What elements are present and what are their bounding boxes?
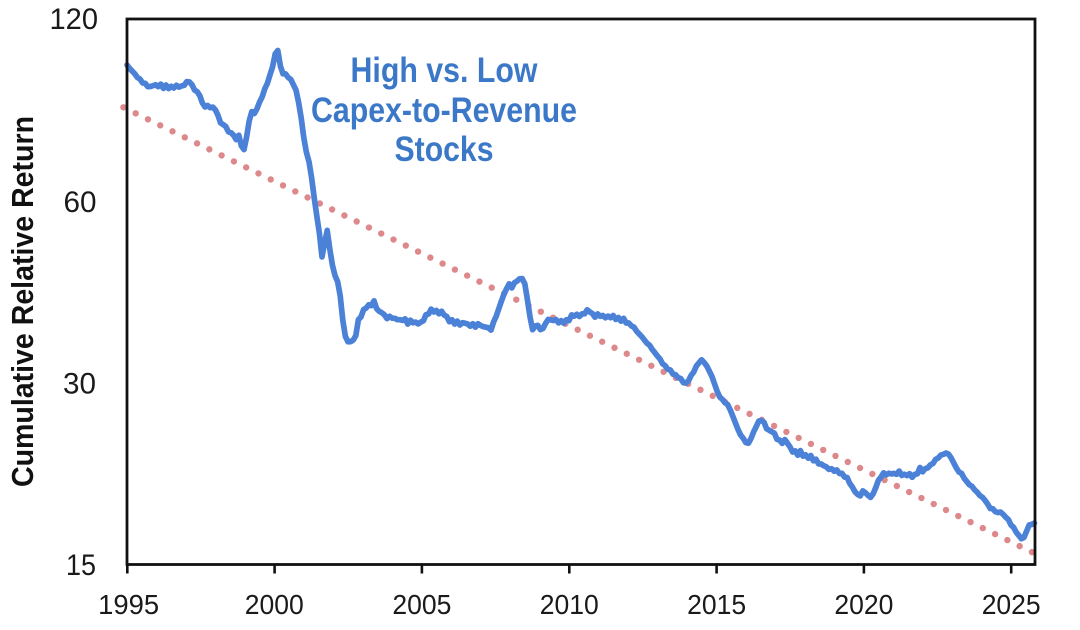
svg-text:2005: 2005: [392, 589, 451, 620]
svg-text:2025: 2025: [982, 589, 1041, 620]
svg-text:High vs. Low: High vs. Low: [351, 51, 539, 90]
svg-text:2015: 2015: [687, 589, 746, 620]
svg-text:Capex-to-Revenue: Capex-to-Revenue: [311, 91, 577, 130]
svg-text:2020: 2020: [834, 589, 893, 620]
svg-text:60: 60: [64, 186, 97, 219]
svg-text:2000: 2000: [245, 589, 304, 620]
svg-text:120: 120: [50, 3, 99, 36]
svg-text:Stocks: Stocks: [395, 130, 494, 169]
svg-text:1995: 1995: [98, 589, 159, 620]
svg-text:Cumulative Relative Return: Cumulative Relative Return: [5, 116, 40, 487]
svg-text:2010: 2010: [540, 589, 599, 620]
svg-text:15: 15: [66, 549, 96, 582]
svg-text:30: 30: [63, 367, 96, 400]
